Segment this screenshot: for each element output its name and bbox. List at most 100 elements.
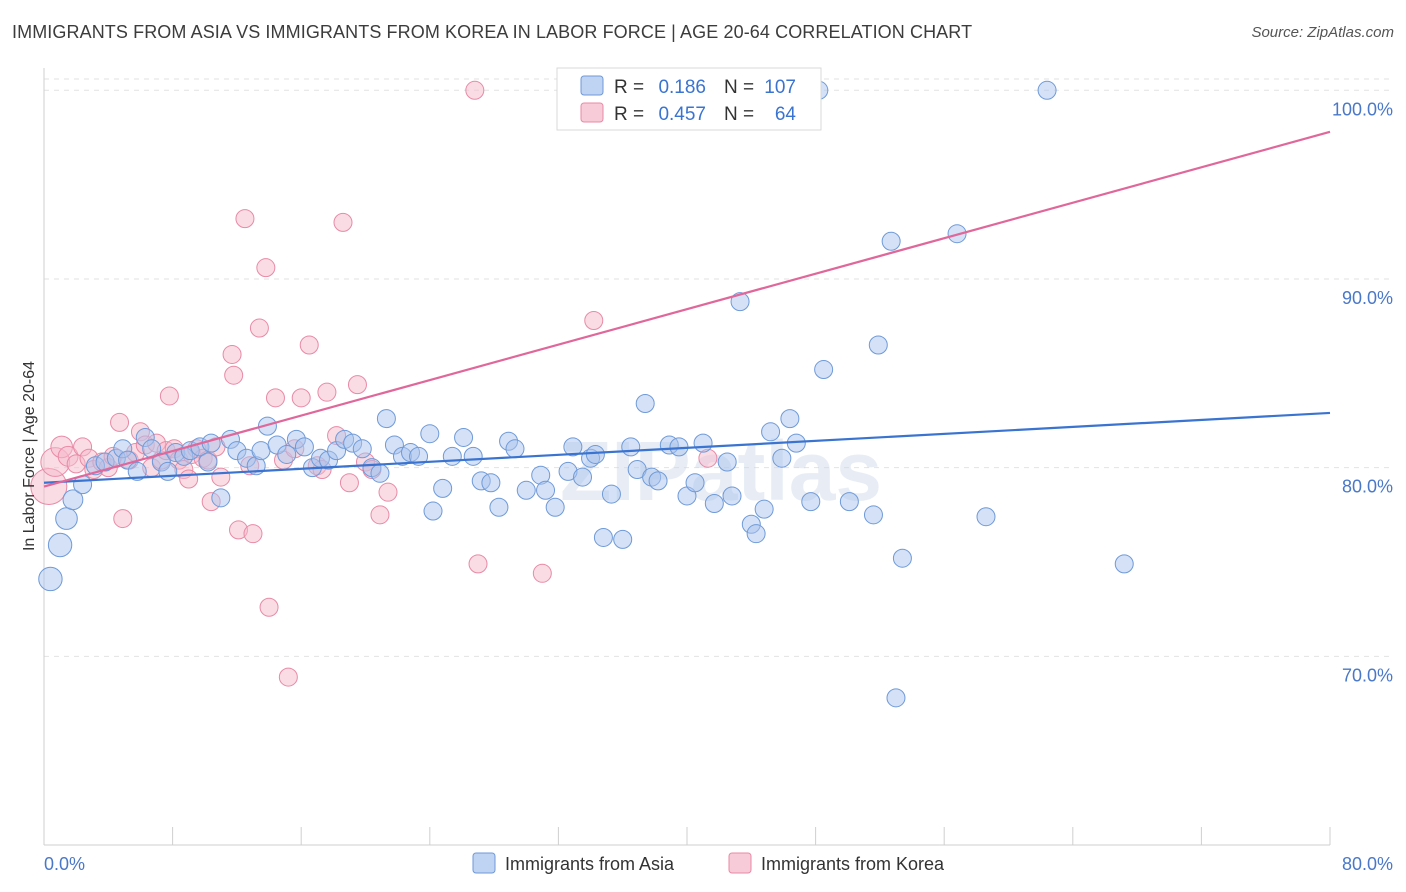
- korea-point: [211, 467, 231, 487]
- asia-point: [294, 437, 314, 457]
- asia-point: [685, 473, 705, 493]
- asia-point: [536, 480, 556, 500]
- x-tick-label-max: 80.0%: [1342, 854, 1393, 874]
- y-tick-label: 100.0%: [1332, 99, 1393, 119]
- bottom-legend-asia-swatch: [472, 852, 496, 874]
- asia-point: [55, 507, 78, 530]
- y-tick-label: 80.0%: [1342, 477, 1393, 497]
- asia-point: [211, 488, 231, 508]
- asia-point: [62, 489, 84, 511]
- source-note: Source: ZipAtlas.com: [1251, 24, 1394, 41]
- asia-point: [886, 688, 906, 708]
- asia-point: [693, 433, 713, 453]
- legend-asia-n-value: 107: [764, 77, 796, 98]
- legend-asia-swatch: [580, 75, 604, 96]
- asia-point: [423, 501, 443, 521]
- asia-point: [420, 424, 440, 444]
- legend-korea-swatch: [580, 102, 604, 123]
- asia-point: [730, 292, 750, 312]
- asia-point: [516, 480, 536, 500]
- bottom-legend-asia-label: Immigrants from Asia: [505, 854, 675, 874]
- asia-point: [1114, 554, 1134, 574]
- asia-point: [257, 416, 277, 436]
- legend-korea-n-label: N =: [724, 104, 754, 125]
- korea-point: [278, 667, 298, 687]
- y-axis-label: In Labor Force | Age 20-64: [21, 361, 38, 551]
- y-tick-labels: 70.0% 80.0% 90.0% 100.0%: [1332, 99, 1393, 685]
- asia-point: [976, 507, 996, 527]
- legend-korea-n-value: 64: [775, 104, 797, 125]
- legend-asia-r-value: 0.186: [658, 77, 706, 98]
- y-tick-label: 70.0%: [1342, 665, 1393, 685]
- korea-series-points: [30, 80, 718, 687]
- asia-point: [158, 461, 178, 481]
- x-tick-label-min: 0.0%: [44, 854, 85, 874]
- korea-point: [339, 473, 359, 493]
- asia-series-points: [38, 80, 1134, 708]
- asia-point: [780, 409, 800, 429]
- korea-point: [347, 375, 367, 395]
- korea-point: [243, 524, 263, 544]
- asia-point: [38, 566, 63, 592]
- asia-point: [881, 231, 901, 251]
- asia-point: [127, 461, 147, 481]
- asia-point: [352, 439, 372, 459]
- korea-point: [584, 310, 604, 330]
- asia-point: [746, 524, 766, 544]
- asia-point: [868, 335, 888, 355]
- asia-point: [722, 486, 742, 506]
- asia-point: [251, 441, 271, 461]
- korea-point: [465, 80, 485, 100]
- asia-point: [370, 463, 390, 483]
- asia-point: [761, 422, 781, 442]
- asia-point: [463, 446, 483, 466]
- asia-point: [814, 360, 834, 380]
- legend-korea-r-value: 0.457: [658, 104, 706, 125]
- asia-point: [376, 409, 396, 429]
- asia-point: [442, 446, 462, 466]
- asia-point: [198, 452, 218, 472]
- asia-point: [635, 394, 655, 414]
- asia-point: [505, 439, 525, 459]
- asia-point: [892, 548, 912, 568]
- asia-point: [563, 437, 583, 457]
- asia-point: [648, 471, 668, 491]
- korea-point: [378, 482, 398, 502]
- korea-point: [113, 509, 133, 529]
- asia-point: [433, 478, 453, 498]
- asia-point: [801, 492, 821, 512]
- asia-point: [754, 499, 774, 519]
- korea-point: [249, 318, 269, 338]
- korea-point: [317, 382, 337, 402]
- legend-korea-r-label: R =: [614, 104, 644, 125]
- asia-point: [717, 452, 737, 472]
- y-tick-label: 90.0%: [1342, 288, 1393, 308]
- legend-asia-n-label: N =: [724, 77, 754, 98]
- asia-point: [481, 473, 501, 493]
- asia-point: [47, 532, 73, 558]
- asia-point: [454, 427, 474, 447]
- asia-point: [863, 505, 883, 525]
- grid-lines: [44, 78, 1392, 657]
- korea-point: [532, 563, 552, 583]
- asia-point: [772, 448, 792, 468]
- korea-point: [265, 388, 285, 408]
- asia-point: [573, 467, 593, 487]
- korea-point: [468, 554, 488, 574]
- korea-point: [235, 209, 255, 229]
- asia-point: [839, 492, 859, 512]
- legend-asia-r-label: R =: [614, 77, 644, 98]
- korea-trend-line: [43, 130, 1331, 488]
- korea-point: [110, 412, 130, 432]
- korea-point: [333, 212, 353, 232]
- korea-point: [291, 388, 311, 408]
- bottom-legend-korea-label: Immigrants from Korea: [761, 854, 945, 874]
- asia-point: [277, 444, 297, 464]
- asia-trend-line: [43, 411, 1331, 484]
- bottom-legend: Immigrants from Asia Immigrants from Kor…: [472, 852, 945, 874]
- asia-point: [545, 497, 565, 517]
- asia-point: [621, 437, 641, 457]
- asia-point: [489, 497, 509, 517]
- asia-point: [409, 446, 429, 466]
